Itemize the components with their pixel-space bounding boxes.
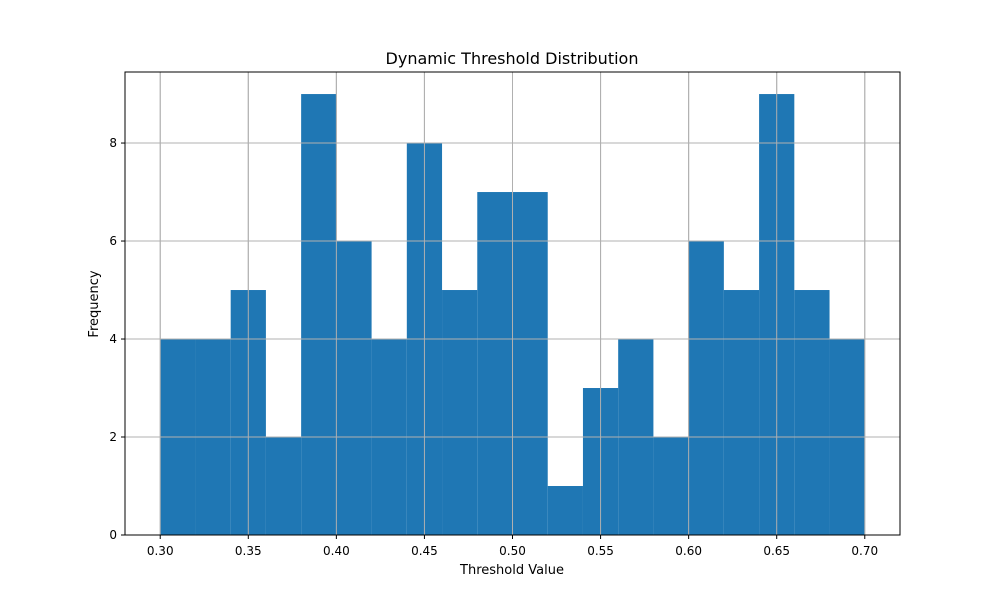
x-axis-ticks: 0.30 0.35 0.40 0.45 0.50 0.55 0.60 0.65 0.70 bbox=[147, 535, 878, 558]
y-tick-label: 0 bbox=[109, 528, 117, 542]
histogram-bar bbox=[301, 94, 337, 536]
x-tick-label: 0.55 bbox=[587, 544, 614, 558]
x-tick-label: 0.45 bbox=[411, 544, 438, 558]
y-tick-label: 8 bbox=[109, 136, 117, 150]
histogram-bar bbox=[477, 192, 513, 535]
x-tick-label: 0.70 bbox=[851, 544, 878, 558]
histogram-bar bbox=[547, 486, 583, 535]
histogram-bar bbox=[442, 290, 478, 535]
histogram-bar bbox=[265, 437, 302, 535]
histogram-bars bbox=[125, 72, 900, 536]
x-tick-label: 0.35 bbox=[235, 544, 262, 558]
x-tick-label: 0.65 bbox=[763, 544, 790, 558]
histogram-bar bbox=[336, 241, 372, 536]
histogram-bar bbox=[794, 290, 830, 535]
x-tick-label: 0.40 bbox=[323, 544, 350, 558]
y-axis-ticks: 0 2 4 6 8 bbox=[109, 136, 125, 542]
histogram-bar bbox=[512, 192, 548, 535]
y-tick-label: 4 bbox=[109, 332, 117, 346]
histogram-bar bbox=[723, 290, 760, 535]
histogram-bar bbox=[653, 437, 689, 535]
x-tick-label: 0.50 bbox=[499, 544, 526, 558]
y-tick-label: 2 bbox=[109, 430, 117, 444]
x-tick-label: 0.60 bbox=[675, 544, 702, 558]
histogram-bar bbox=[688, 241, 724, 536]
y-axis-label: Frequency bbox=[87, 270, 102, 337]
x-axis-label: Threshold Value bbox=[459, 563, 564, 578]
y-tick-label: 6 bbox=[109, 234, 117, 248]
x-tick-label: 0.30 bbox=[147, 544, 174, 558]
chart-title: Dynamic Threshold Distribution bbox=[386, 49, 639, 68]
